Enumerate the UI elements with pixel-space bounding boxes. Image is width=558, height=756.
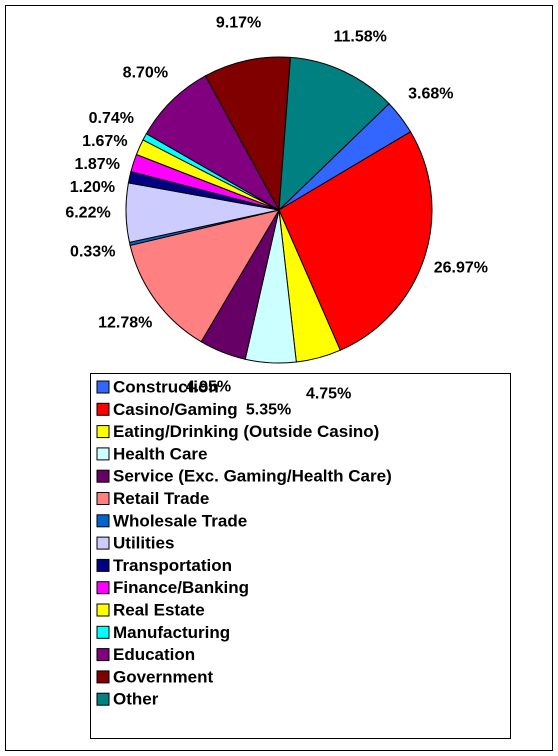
legend-label: Construction [113, 377, 219, 396]
legend-swatch [96, 603, 110, 617]
data-label: 8.70% [123, 65, 168, 82]
data-label: 1.20% [70, 179, 115, 196]
legend-swatch [96, 402, 110, 416]
legend-swatch [96, 492, 110, 505]
data-label: 3.68% [408, 85, 453, 102]
legend-swatch [96, 380, 110, 394]
legend-swatch [96, 536, 110, 550]
data-label: 0.33% [70, 244, 115, 261]
legend-box [90, 373, 511, 739]
legend-label: Government [113, 667, 213, 686]
data-label: 4.75% [306, 386, 351, 403]
pie-slice [278, 56, 390, 212]
legend-label: Casino/Gaming [113, 400, 238, 419]
legend-label: Wholesale Trade [113, 511, 247, 530]
legend-swatch [96, 581, 110, 595]
legend-swatch [96, 514, 110, 528]
legend-swatch [96, 558, 110, 572]
legend-label: Retail Trade [113, 489, 209, 508]
legend-swatch [96, 625, 110, 639]
legend-swatch [96, 447, 110, 461]
pie-slice [278, 131, 433, 351]
data-label: 12.78% [98, 315, 152, 332]
legend-label: Other [113, 690, 159, 709]
data-label: 5.35% [246, 402, 291, 419]
legend-swatch [96, 469, 110, 483]
data-label: 6.22% [65, 205, 110, 222]
legend-label: Eating/Drinking (Outside Casino) [113, 422, 379, 441]
legend-swatch [96, 692, 110, 706]
pie-slice [204, 56, 291, 212]
pie-slice [129, 209, 281, 343]
data-label: 11.58% [333, 28, 386, 45]
data-label: 4.95% [186, 379, 231, 396]
data-label: 26.97% [434, 260, 488, 277]
legend-label: Health Care [113, 444, 207, 463]
legend-label: Transportation [113, 556, 232, 575]
legend-swatch [96, 648, 110, 662]
legend-label: Utilities [113, 534, 174, 553]
legend-label: Finance/Banking [113, 578, 249, 597]
legend-label: Education [113, 645, 195, 664]
legend-label: Manufacturing [113, 623, 230, 642]
data-label: 1.67% [82, 133, 127, 150]
legend-swatch [96, 670, 110, 684]
pie-slice [145, 75, 281, 212]
legend-label: Real Estate [113, 600, 205, 619]
legend-swatch [96, 425, 110, 439]
data-label: 1.87% [75, 156, 120, 173]
data-label: 0.74% [89, 110, 134, 127]
legend-label: Service (Exc. Gaming/Health Care) [113, 467, 392, 486]
data-label: 9.17% [216, 15, 261, 32]
